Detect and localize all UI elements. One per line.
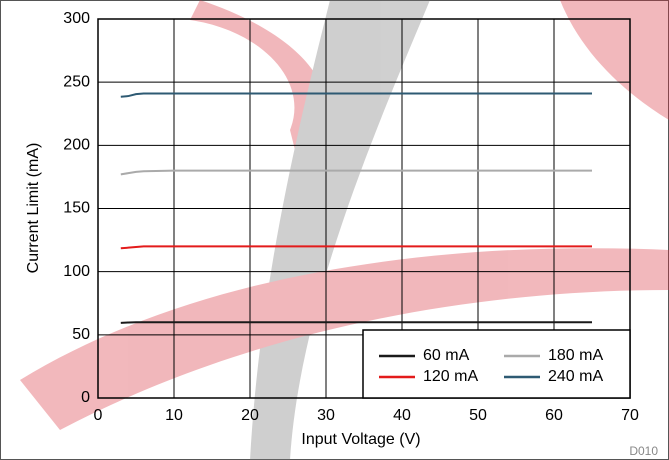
legend-label: 240 mA bbox=[548, 368, 603, 385]
y-tick-label: 0 bbox=[81, 389, 90, 406]
x-tick-label: 10 bbox=[165, 407, 183, 424]
watermark bbox=[20, 0, 669, 460]
y-tick-label: 50 bbox=[72, 326, 90, 343]
legend-label: 180 mA bbox=[548, 347, 603, 364]
legend-label: 120 mA bbox=[423, 368, 478, 385]
y-axis-label: Current Limit (mA) bbox=[25, 143, 42, 274]
x-tick-label: 70 bbox=[621, 407, 639, 424]
x-tick-label: 40 bbox=[393, 407, 411, 424]
y-tick-label: 200 bbox=[63, 137, 90, 154]
x-tick-label: 50 bbox=[469, 407, 487, 424]
y-tick-label: 100 bbox=[63, 263, 90, 280]
x-tick-label: 60 bbox=[545, 407, 563, 424]
legend-label: 60 mA bbox=[423, 347, 470, 364]
x-axis-label: Input Voltage (V) bbox=[301, 431, 420, 448]
legend-box bbox=[362, 329, 631, 399]
y-tick-label: 250 bbox=[63, 73, 90, 90]
x-tick-label: 20 bbox=[241, 407, 259, 424]
series-line bbox=[120, 245, 592, 250]
series-line bbox=[120, 321, 592, 324]
x-tick-label: 0 bbox=[94, 407, 103, 424]
y-tick-label: 150 bbox=[63, 200, 90, 217]
series-line bbox=[120, 169, 592, 176]
series-line bbox=[120, 92, 592, 98]
y-tick-label: 300 bbox=[63, 10, 90, 27]
x-tick-label: 30 bbox=[317, 407, 335, 424]
figure-id: D010 bbox=[629, 444, 658, 458]
